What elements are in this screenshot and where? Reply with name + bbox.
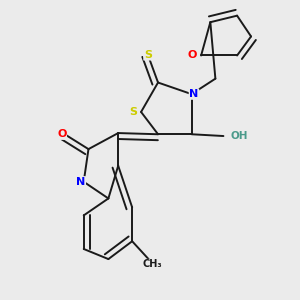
Text: S: S xyxy=(130,107,138,117)
Text: O: O xyxy=(57,129,66,139)
Text: S: S xyxy=(144,50,152,60)
Text: N: N xyxy=(76,177,86,187)
Text: N: N xyxy=(189,89,199,99)
Text: O: O xyxy=(188,50,197,61)
Text: CH₃: CH₃ xyxy=(142,260,162,269)
Text: OH: OH xyxy=(231,131,248,141)
